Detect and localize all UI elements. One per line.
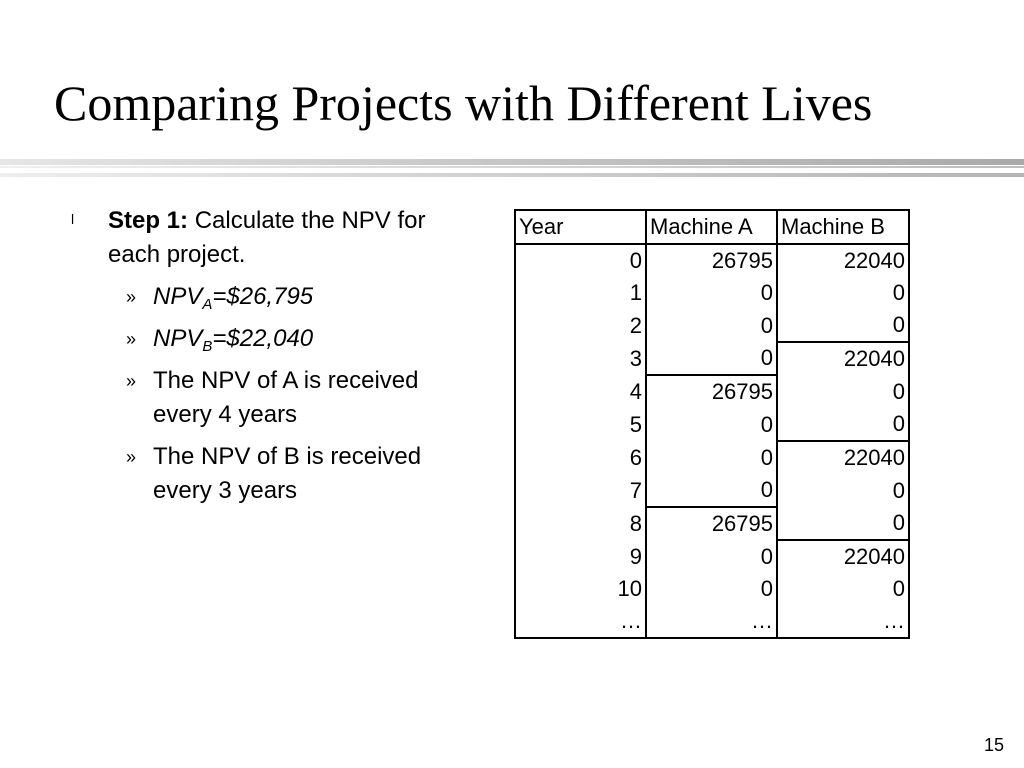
table-row: 3 0 22040	[515, 341, 909, 375]
header-year: Year	[515, 210, 647, 245]
chevron-bullet-icon: »	[126, 447, 137, 467]
cell-year: 4	[515, 375, 647, 408]
cell-machine-a: 0	[646, 309, 778, 342]
cell-machine-b: 0	[892, 510, 905, 535]
cell-machine-b: 0	[892, 477, 905, 503]
sub-bullet-note-b: » The NPV of B is received every 3 years	[108, 440, 460, 508]
table-header-row: Year Machine A Machine B	[515, 210, 909, 245]
cell-machine-b: 22040	[777, 341, 909, 375]
table-body: 0 26795 22040 1 0 0 2 0 0 3 0 22040 4 26795 0 5 0 0 6 0 2204…	[515, 244, 909, 638]
cell-machine-b: 0	[892, 576, 905, 601]
cell-machine-b: 22040	[777, 539, 909, 573]
step-text: Calculate the NPV for each project.	[108, 207, 426, 268]
cell-machine-b: 0	[892, 280, 905, 305]
cell-machine-b: 22040	[777, 440, 909, 474]
npv-b-subscript: B	[202, 338, 213, 355]
npv-b-formula: NPVB=$22,040	[153, 325, 314, 355]
cell-machine-b: …	[883, 608, 905, 633]
sub-bullet-npv-b: » NPVB=$22,040	[108, 322, 460, 356]
note-a-text: The NPV of A is received every 4 years	[153, 367, 419, 428]
sub-bullet-note-a: » The NPV of A is received every 4 years	[108, 364, 460, 432]
cell-year: 6	[515, 441, 647, 474]
cell-machine-a: 26795	[646, 374, 778, 408]
page-number: 15	[983, 735, 1004, 755]
cell-machine-a: 26795	[646, 244, 778, 277]
cell-year: 3	[515, 342, 647, 375]
npv-a-prefix: NPV	[153, 283, 203, 310]
cell-year: 5	[515, 408, 647, 441]
npv-b-prefix: NPV	[153, 325, 203, 352]
cell-year: 2	[515, 309, 647, 342]
cell-machine-b: 0	[892, 378, 905, 404]
cell-year: 0	[515, 244, 647, 277]
table-row: 0 26795 22040	[515, 244, 909, 277]
note-b-text: The NPV of B is received every 3 years	[153, 443, 422, 504]
cash-flow-table: Year Machine A Machine B 0 26795 22040 1 0 0 2…	[514, 209, 910, 639]
cell-year: 10	[515, 573, 647, 605]
sub-bullet-npv-a: » NPVA=$26,795	[108, 280, 460, 314]
table-row: 6 0 22040	[515, 440, 909, 474]
chevron-bullet-icon: »	[126, 371, 137, 391]
cell-machine-a: 0	[646, 342, 778, 375]
cell-machine-a: 0	[646, 474, 778, 507]
bullet-marker-icon: l	[71, 211, 75, 227]
cell-machine-a: 26795	[646, 506, 778, 540]
cell-machine-a: 0	[646, 540, 778, 573]
bullet-list: l Step 1: Calculate the NPV for each pro…	[60, 204, 460, 516]
chevron-bullet-icon: »	[126, 287, 137, 307]
title-divider-lower	[0, 173, 1024, 177]
cell-year: 9	[515, 540, 647, 573]
table-row: ………	[515, 605, 909, 638]
npv-a-subscript: A	[202, 296, 213, 313]
cell-machine-a: 0	[646, 277, 778, 309]
npv-b-value: =$22,040	[212, 325, 314, 352]
cell-machine-a: 0	[646, 441, 778, 474]
cell-machine-a: 0	[646, 408, 778, 441]
cell-machine-a: …	[646, 605, 778, 638]
step-label: Step 1:	[108, 207, 189, 234]
cell-machine-a: 0	[646, 573, 778, 605]
cell-machine-b: 22040	[843, 248, 905, 273]
chevron-bullet-icon: »	[126, 329, 137, 349]
table-row: 8 26795 0	[515, 506, 909, 540]
cell-machine-b: 0	[892, 411, 905, 436]
slide-title: Comparing Projects with Different Lives	[54, 75, 873, 131]
npv-a-value: =$26,795	[212, 283, 314, 310]
title-divider	[0, 159, 1024, 165]
cell-year: 1	[515, 277, 647, 309]
npv-a-formula: NPVA=$26,795	[153, 283, 314, 313]
title-divider-thin	[0, 166, 1024, 168]
bullet-step-1: l Step 1: Calculate the NPV for each pro…	[60, 204, 460, 272]
header-machine-b: Machine B	[777, 210, 909, 245]
table-row: 9 0 22040	[515, 539, 909, 573]
table-row: 4 26795 0	[515, 374, 909, 408]
sub-bullet-list: » NPVA=$26,795 » NPVB=$22,040 » The NPV …	[60, 280, 460, 508]
cell-year: 8	[515, 507, 647, 540]
header-machine-a: Machine A	[646, 210, 778, 245]
cell-year: …	[515, 605, 647, 638]
cell-year: 7	[515, 474, 647, 507]
cell-machine-b: 0	[892, 312, 905, 337]
table-row: 10 0 0	[515, 573, 909, 605]
